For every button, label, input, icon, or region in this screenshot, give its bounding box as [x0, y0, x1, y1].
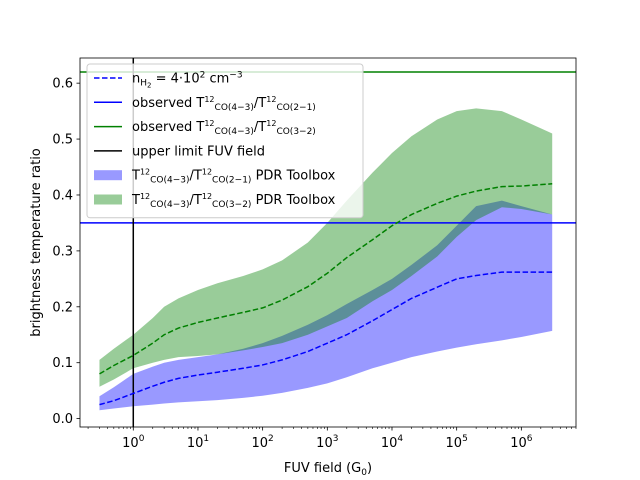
legend-handle-patch — [94, 194, 122, 205]
legend-entry-label: T12CO(4−3)/T12CO(2−1) PDR Toolbox — [131, 168, 336, 186]
legend-sub: CO(2−1) — [212, 176, 251, 186]
y-tick-label: 0.3 — [52, 244, 73, 259]
tick-base: 10 — [251, 436, 268, 451]
legend-sup: −3 — [229, 71, 242, 81]
density-dashed-line-2 — [99, 183, 553, 375]
legend-text: T — [131, 169, 140, 184]
tick-exponent: 3 — [333, 434, 339, 444]
plot-area — [80, 58, 576, 427]
legend-sup: 12 — [204, 95, 214, 104]
legend-sup: 12 — [202, 168, 212, 177]
legend-text: /T — [254, 96, 266, 111]
legend-sub: CO(4−3) — [215, 103, 254, 113]
y-tick-label: 0.4 — [52, 188, 73, 203]
y-tick-label: 0.5 — [52, 133, 73, 148]
tick-exponent: 2 — [268, 434, 274, 444]
tick-exponent: 0 — [139, 434, 145, 444]
tick-base: 10 — [510, 436, 527, 451]
legend-sub: CO(4−3) — [150, 200, 189, 210]
legend-sup: 12 — [140, 168, 150, 177]
tick-exponent: 4 — [397, 434, 403, 444]
legend-entry-label: T12CO(4−3)/T12CO(3−2) PDR Toolbox — [131, 192, 336, 210]
legend-subsub: 2 — [147, 82, 151, 90]
legend-entry-label: upper limit FUV field — [132, 144, 265, 159]
x-tick-label: 101 — [187, 434, 209, 451]
band-area-2 — [99, 108, 553, 387]
legend-sub: CO(4−3) — [215, 127, 254, 137]
legend-text: /T — [190, 169, 202, 184]
y-tick-label: 0.0 — [52, 412, 73, 427]
x-tick-label: 102 — [251, 434, 273, 451]
tick-base: 10 — [187, 436, 204, 451]
tick-exponent: 5 — [462, 434, 468, 444]
x-tick-label: 106 — [510, 434, 533, 451]
legend-sub: CO(3−2) — [212, 200, 251, 210]
legend-sup: 12 — [266, 95, 276, 104]
legend-text: upper limit FUV field — [132, 144, 265, 159]
legend-handle-patch — [94, 170, 122, 181]
plot-inner — [80, 58, 576, 427]
legend-text: PDR Toolbox — [251, 169, 335, 184]
legend-text: observed T — [132, 120, 204, 135]
y-tick-label: 0.2 — [52, 300, 73, 315]
tick-base: 10 — [381, 436, 398, 451]
y-tick-label: 0.1 — [52, 356, 73, 371]
legend-text: /T — [254, 120, 266, 135]
density-dashed-line-1 — [99, 271, 553, 406]
legend-sup: 12 — [202, 192, 212, 201]
x-tick-label: 100 — [122, 434, 145, 451]
legend-text: PDR Toolbox — [251, 193, 335, 208]
legend-sup: 12 — [266, 119, 276, 128]
x-tick-label: 105 — [446, 434, 468, 451]
x-tick-label: 104 — [381, 434, 404, 451]
legend-sup: 2 — [200, 71, 206, 81]
legend-text: n — [132, 72, 140, 87]
legend-text: cm — [205, 72, 229, 87]
legend-entry-label: observed T12CO(4−3)/T12CO(3−2) — [132, 119, 316, 137]
x-axis-label: FUV field (G0) — [284, 461, 372, 478]
tick-base: 10 — [122, 436, 139, 451]
legend-sub: CO(4−3) — [150, 176, 189, 186]
tick-base: 10 — [316, 436, 333, 451]
tick-exponent: 6 — [527, 434, 533, 444]
y-tick-label: 0.6 — [52, 77, 73, 92]
legend-sub: CO(3−2) — [276, 127, 315, 137]
legend-box — [86, 63, 364, 219]
legend-text: = 4·10 — [152, 72, 200, 87]
legend-entry-label: nH2 = 4·102 cm−3 — [132, 71, 243, 90]
tick-exponent: 1 — [203, 434, 209, 444]
band-area-1 — [99, 200, 553, 411]
legend-sup: 12 — [140, 192, 150, 201]
legend-sup: 12 — [204, 119, 214, 128]
x-tick-label: 103 — [316, 434, 338, 451]
legend-entry-label: observed T12CO(4−3)/T12CO(2−1) — [132, 95, 316, 113]
legend-text: T — [131, 193, 140, 208]
legend-text: observed T — [132, 96, 204, 111]
legend-text: /T — [190, 193, 202, 208]
legend-sub: CO(2−1) — [276, 103, 315, 113]
y-axis-label: brightness temperature ratio — [29, 148, 44, 337]
axes-frame — [79, 57, 577, 428]
tick-base: 10 — [446, 436, 463, 451]
legend-sub: H — [140, 79, 147, 89]
